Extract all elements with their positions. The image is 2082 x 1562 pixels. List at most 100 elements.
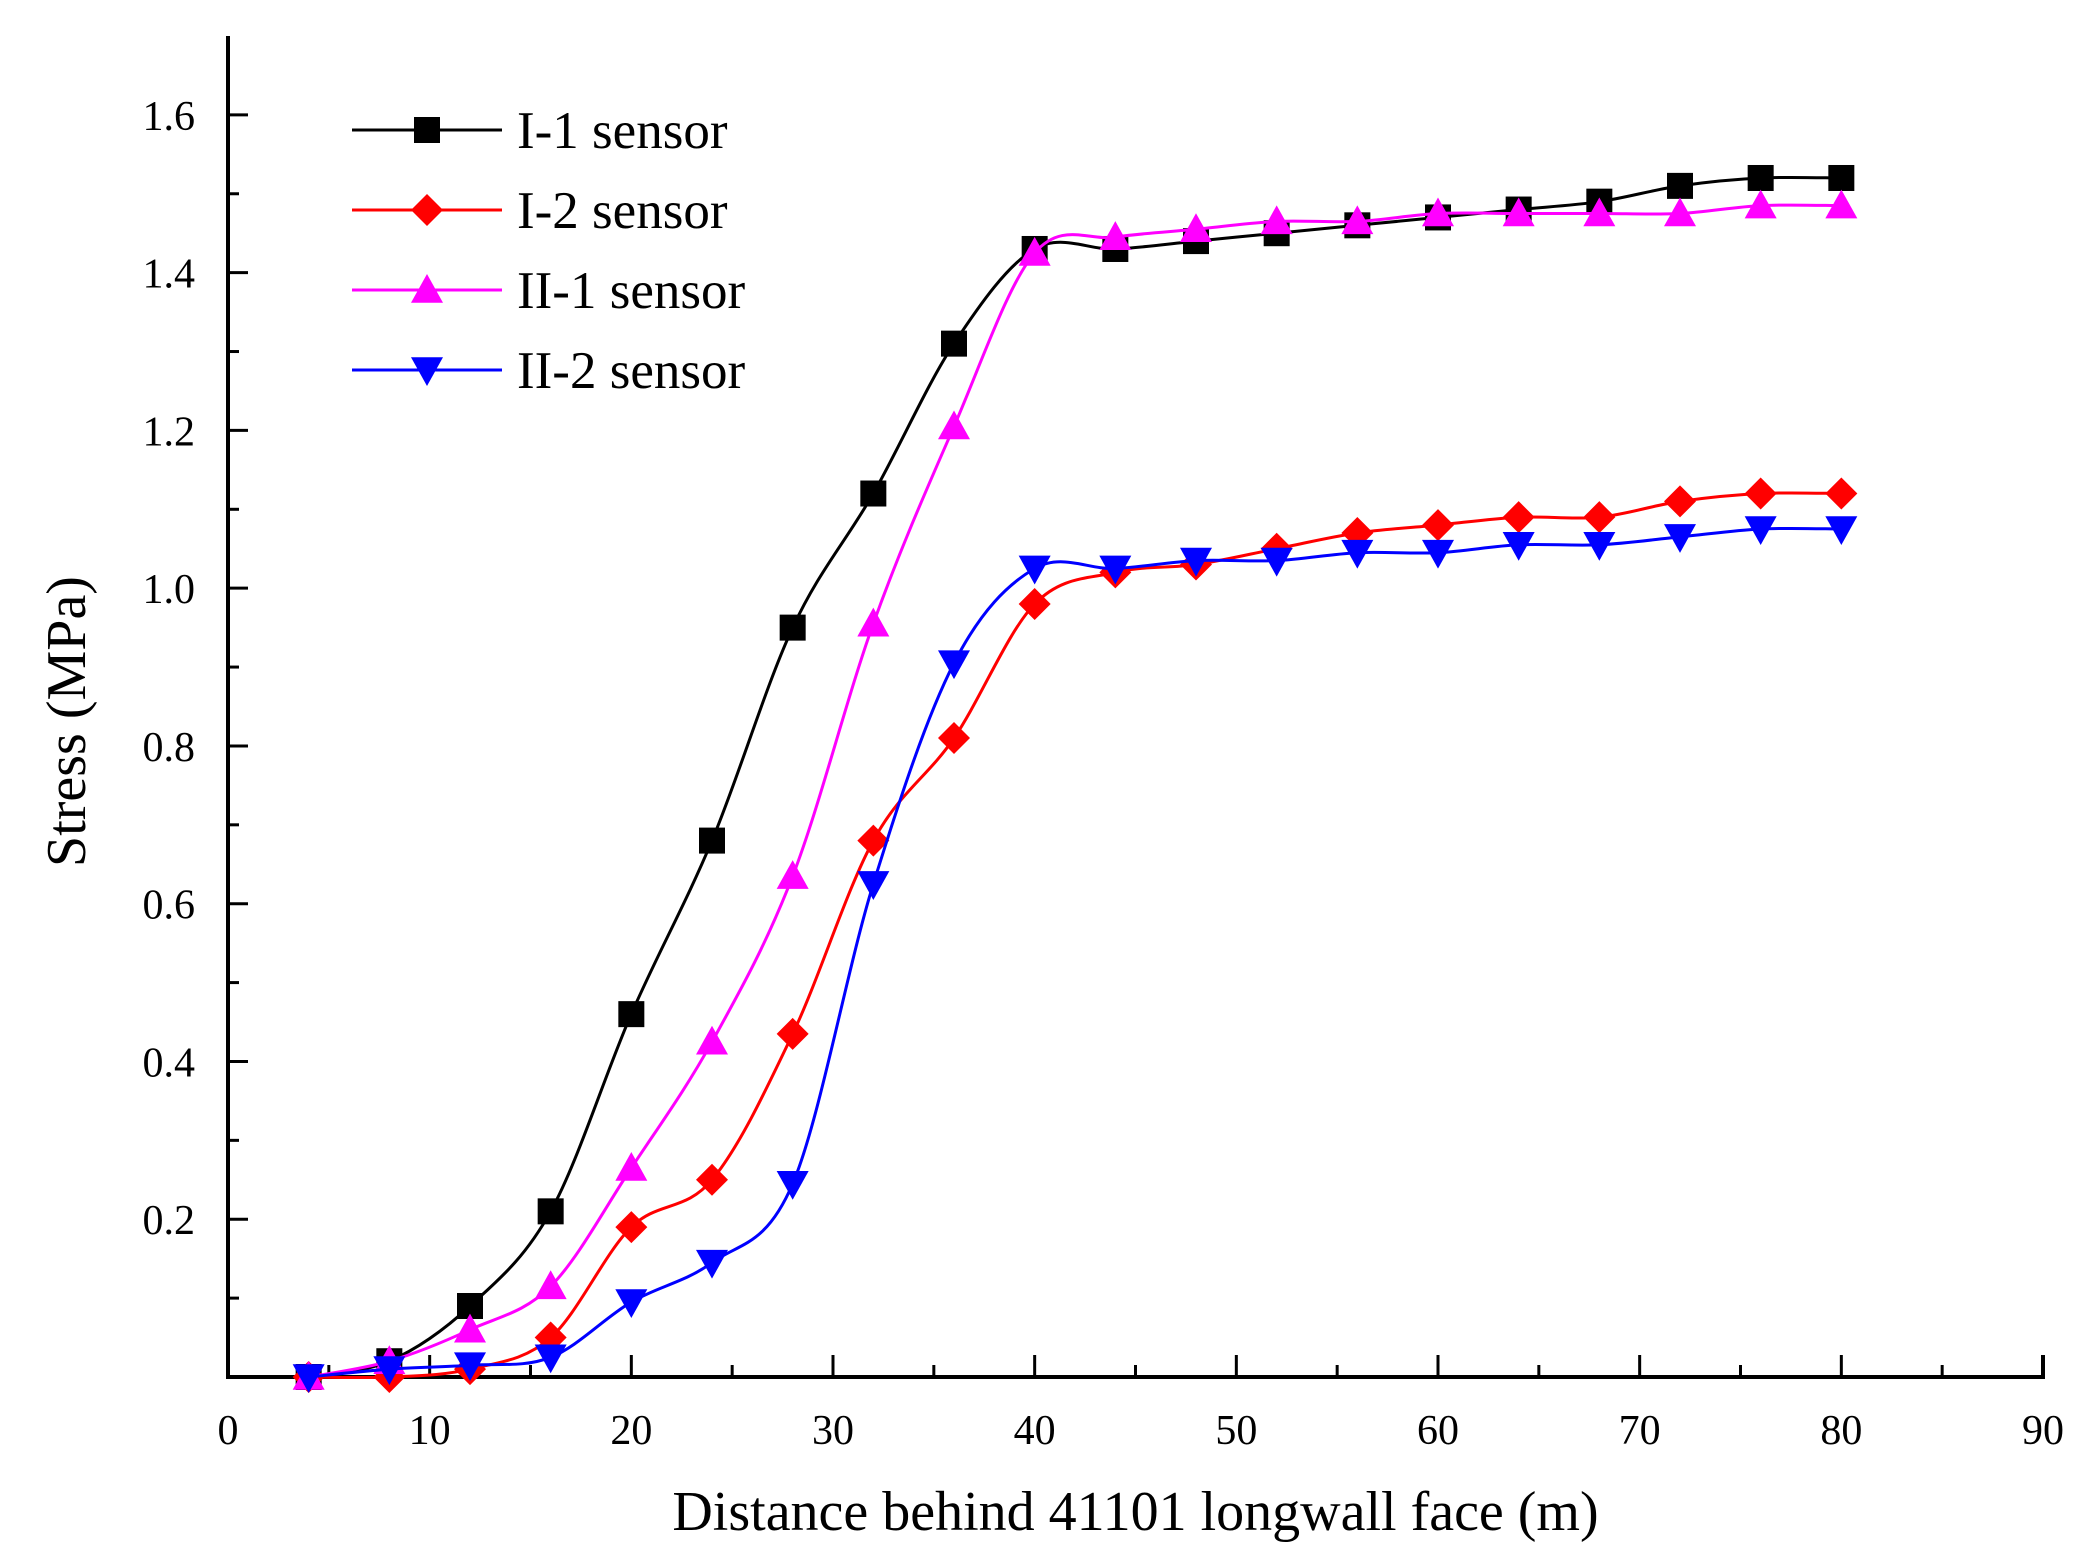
data-point <box>537 1198 564 1225</box>
x-tick-label: 70 <box>1619 1408 1661 1454</box>
series-4 <box>292 516 1858 1393</box>
data-point <box>1583 501 1616 534</box>
data-point <box>1744 516 1777 546</box>
data-point <box>696 1249 728 1279</box>
series-line <box>308 526 1842 1379</box>
data-point <box>1502 531 1535 561</box>
data-point <box>1260 205 1293 235</box>
x-tick-label: 60 <box>1417 1408 1459 1454</box>
x-tick-label: 20 <box>610 1408 652 1454</box>
y-tick-label: 0.2 <box>143 1198 196 1244</box>
data-point <box>1099 555 1132 585</box>
y-tick-label: 1.4 <box>143 252 196 298</box>
data-point <box>373 1356 406 1386</box>
x-tick-label: 10 <box>409 1408 451 1454</box>
data-point <box>1341 539 1374 569</box>
data-point <box>1422 197 1454 227</box>
data-point <box>1341 205 1374 235</box>
data-point <box>615 1151 648 1181</box>
data-point <box>1180 213 1212 243</box>
x-tick-label: 80 <box>1820 1408 1862 1454</box>
data-point <box>292 1364 325 1393</box>
data-point <box>860 480 887 507</box>
legend-label: II-1 sensor <box>517 262 745 320</box>
legend-label: II-2 sensor <box>517 342 745 400</box>
legend-item: I-1 sensor <box>352 102 728 160</box>
data-point <box>938 650 970 680</box>
data-point <box>779 614 806 641</box>
x-tick-label: 50 <box>1215 1408 1257 1454</box>
data-point <box>776 1170 809 1200</box>
series-line <box>308 491 1842 1380</box>
data-point <box>1018 555 1051 585</box>
data-point <box>776 860 809 889</box>
legend-marker <box>411 357 443 386</box>
y-ticks: 0.2 0.4 0.6 0.8 1.0 1.2 1.4 1.6 <box>143 94 248 1300</box>
legend-label: I-1 sensor <box>517 102 728 160</box>
data-point <box>534 1270 567 1300</box>
legend-label: I-2 sensor <box>517 182 728 240</box>
y-tick-label: 1.0 <box>143 567 196 613</box>
data-point <box>857 871 890 900</box>
data-point <box>1099 221 1132 250</box>
data-point <box>1828 164 1855 191</box>
legend: I-1 sensor I-2 sensor II-1 sensor II-2 sens… <box>352 102 745 400</box>
data-point <box>696 1163 728 1196</box>
data-point <box>618 1001 645 1028</box>
x-tick-label: 0 <box>218 1408 239 1454</box>
x-tick-label: 40 <box>1014 1408 1056 1454</box>
data-point <box>1502 197 1535 227</box>
data-point <box>1825 189 1858 219</box>
x-ticks: 0 10 20 30 40 50 60 70 80 90 <box>218 1355 2064 1454</box>
y-tick-label: 0.8 <box>143 725 196 771</box>
data-point <box>1502 501 1535 534</box>
data-point <box>1744 189 1777 219</box>
data-point <box>615 1211 648 1244</box>
data-point <box>938 722 970 755</box>
series-layer <box>292 164 1858 1393</box>
y-tick-label: 1.2 <box>143 409 196 455</box>
data-point <box>1664 485 1696 518</box>
data-point <box>534 1344 567 1374</box>
data-point <box>857 824 890 857</box>
data-point <box>454 1313 486 1343</box>
legend-item: II-2 sensor <box>352 342 745 400</box>
data-point <box>1422 509 1454 542</box>
data-point <box>1018 236 1051 266</box>
data-point <box>615 1289 648 1319</box>
x-tick-label: 90 <box>2022 1408 2064 1454</box>
data-point <box>1018 587 1051 620</box>
x-axis-title: Distance behind 41101 longwall face (m) <box>672 1481 1598 1543</box>
data-point <box>1180 547 1212 577</box>
data-point <box>1667 172 1693 199</box>
y-tick-label: 1.6 <box>143 94 196 140</box>
data-point <box>941 330 967 357</box>
series-2 <box>292 477 1858 1393</box>
legend-item: I-2 sensor <box>352 182 728 240</box>
data-point <box>454 1352 486 1382</box>
axes <box>226 36 2045 1379</box>
data-point <box>1260 547 1293 577</box>
data-point <box>938 410 970 440</box>
data-point <box>1825 477 1858 510</box>
x-tick-label: 30 <box>812 1408 854 1454</box>
data-point <box>1747 164 1774 191</box>
data-point <box>1583 197 1616 227</box>
data-point <box>1825 516 1858 546</box>
series-line <box>308 203 1842 1379</box>
legend-marker <box>411 194 443 226</box>
data-point <box>1583 531 1616 561</box>
data-point <box>1664 524 1696 553</box>
data-point <box>699 827 725 854</box>
data-point <box>696 1025 728 1055</box>
legend-marker <box>414 117 440 143</box>
legend-item: II-1 sensor <box>352 262 745 320</box>
y-axis-title: Stress (MPa) <box>36 576 98 867</box>
data-point <box>776 1017 809 1050</box>
legend-marker <box>411 274 443 303</box>
data-point <box>1664 197 1696 227</box>
series-line <box>308 175 1842 1379</box>
data-point <box>1422 539 1454 569</box>
y-tick-label: 0.4 <box>143 1040 196 1086</box>
